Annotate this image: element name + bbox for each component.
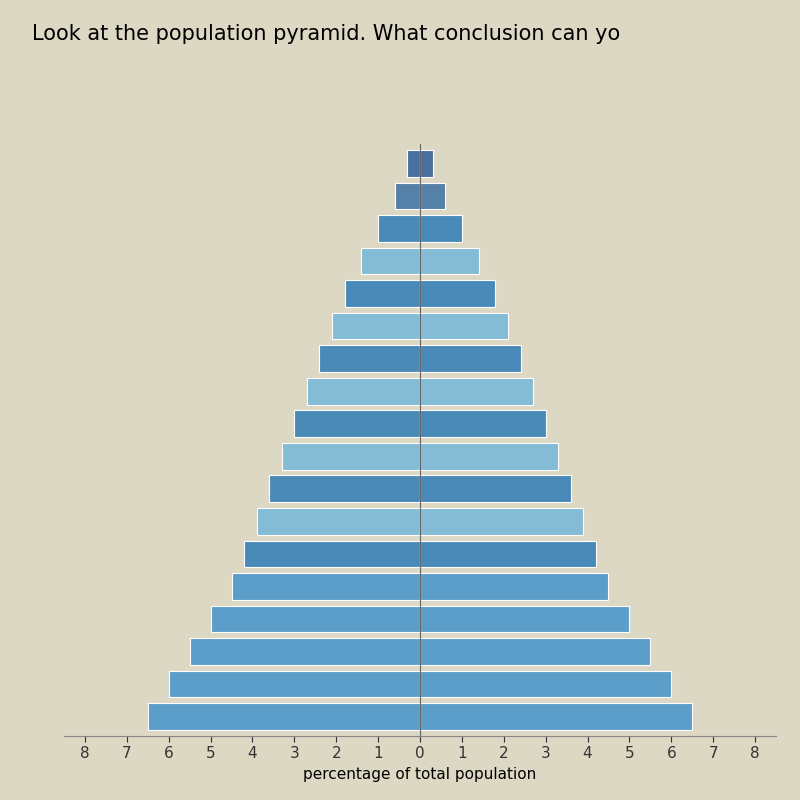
Bar <box>319 346 420 372</box>
Bar <box>231 573 420 600</box>
Bar <box>270 475 420 502</box>
Text: Look at the population pyramid. What conclusion can yo: Look at the population pyramid. What con… <box>32 24 620 44</box>
Bar <box>420 443 558 470</box>
Bar <box>420 573 609 600</box>
Bar <box>257 508 420 534</box>
Bar <box>420 150 433 177</box>
Bar <box>407 150 420 177</box>
Bar <box>244 541 420 567</box>
Bar <box>282 443 420 470</box>
Bar <box>420 313 508 339</box>
Bar <box>420 703 692 730</box>
Bar <box>420 378 533 405</box>
Bar <box>169 670 420 698</box>
Bar <box>210 606 420 632</box>
Bar <box>420 346 521 372</box>
Bar <box>332 313 420 339</box>
Bar <box>294 410 420 437</box>
Bar <box>307 378 420 405</box>
X-axis label: percentage of total population: percentage of total population <box>303 767 537 782</box>
Bar <box>378 215 420 242</box>
Bar <box>190 638 420 665</box>
Bar <box>420 410 546 437</box>
Bar <box>420 182 445 210</box>
Bar <box>362 248 420 274</box>
Bar <box>148 703 420 730</box>
Bar <box>420 475 570 502</box>
Bar <box>420 280 495 307</box>
Bar <box>420 215 462 242</box>
Bar <box>345 280 420 307</box>
Bar <box>420 606 630 632</box>
Bar <box>420 638 650 665</box>
Bar <box>420 508 583 534</box>
Bar <box>420 670 671 698</box>
Bar <box>420 248 478 274</box>
Bar <box>420 541 596 567</box>
Bar <box>395 182 420 210</box>
